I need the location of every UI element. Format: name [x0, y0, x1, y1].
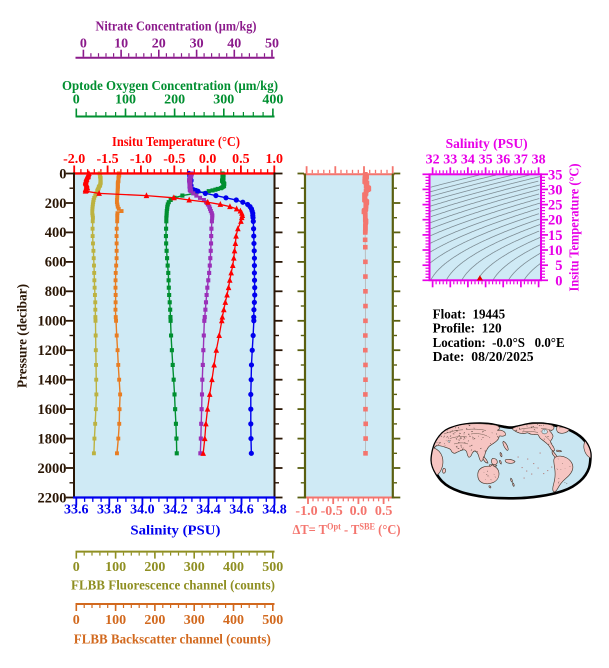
svg-text:-1.5: -1.5	[97, 152, 119, 167]
svg-text:-1.0: -1.0	[130, 152, 152, 167]
svg-text:Pressure (decibar): Pressure (decibar)	[16, 284, 31, 388]
svg-text:30: 30	[190, 37, 204, 52]
svg-text:1000: 1000	[38, 314, 67, 330]
svg-text:38: 38	[532, 153, 546, 168]
svg-text:100: 100	[105, 613, 126, 628]
svg-text:34.0: 34.0	[130, 503, 155, 518]
svg-text:0: 0	[59, 166, 66, 182]
svg-text:36: 36	[496, 153, 510, 168]
svg-text:1200: 1200	[38, 343, 67, 359]
svg-text:25: 25	[548, 198, 563, 214]
svg-text:33.6: 33.6	[64, 503, 89, 518]
svg-text:400: 400	[223, 613, 244, 628]
svg-text:2200: 2200	[38, 490, 67, 506]
svg-text:800: 800	[45, 284, 67, 300]
svg-text:Nitrate Concentration (µm/kg): Nitrate Concentration (µm/kg)	[96, 19, 257, 34]
svg-text:0.0: 0.0	[350, 504, 368, 519]
svg-text:5: 5	[555, 258, 562, 274]
svg-text:1800: 1800	[38, 431, 67, 447]
svg-text:100: 100	[115, 93, 136, 108]
svg-text:500: 500	[262, 613, 283, 628]
svg-text:10: 10	[114, 37, 128, 52]
svg-text:ΔT= TOpt - TSBE (°C): ΔT= TOpt - TSBE (°C)	[293, 522, 401, 538]
svg-text:0: 0	[73, 560, 80, 575]
svg-text:33: 33	[443, 153, 457, 168]
svg-text:300: 300	[184, 560, 205, 575]
svg-text:100: 100	[105, 560, 126, 575]
svg-text:0.5: 0.5	[232, 152, 250, 167]
svg-text:FLBB Backscatter channel (coun: FLBB Backscatter channel (counts)	[74, 631, 271, 646]
svg-text:-1.0: -1.0	[295, 504, 317, 519]
svg-text:34.6: 34.6	[229, 503, 254, 518]
svg-text:34.8: 34.8	[262, 503, 287, 518]
svg-text:Insitu Temperature (°C): Insitu Temperature (°C)	[567, 164, 582, 292]
svg-text:Location: -0.0°S 0.0°E: Location: -0.0°S 0.0°E	[433, 336, 565, 351]
svg-text:300: 300	[213, 93, 234, 108]
svg-text:200: 200	[144, 560, 165, 575]
svg-text:Insitu Temperature (°C): Insitu Temperature (°C)	[112, 134, 240, 149]
svg-text:200: 200	[144, 613, 165, 628]
svg-text:Salinity (PSU): Salinity (PSU)	[130, 523, 220, 538]
svg-text:0.5: 0.5	[375, 504, 393, 519]
svg-text:10: 10	[548, 243, 563, 259]
svg-text:1.0: 1.0	[266, 152, 284, 167]
svg-text:200: 200	[164, 93, 185, 108]
svg-text:32: 32	[426, 153, 440, 168]
svg-text:34: 34	[461, 153, 475, 168]
svg-text:0.0: 0.0	[199, 152, 217, 167]
svg-text:40: 40	[227, 37, 241, 52]
svg-text:0: 0	[73, 613, 80, 628]
svg-text:0: 0	[73, 93, 80, 108]
svg-text:1400: 1400	[38, 373, 67, 389]
svg-text:400: 400	[45, 225, 67, 241]
svg-text:35: 35	[479, 153, 493, 168]
svg-text:500: 500	[262, 560, 283, 575]
svg-text:Profile: 120: Profile: 120	[433, 322, 502, 337]
svg-text:-2.0: -2.0	[63, 152, 85, 167]
svg-text:30: 30	[548, 182, 563, 198]
svg-text:20: 20	[548, 213, 563, 229]
svg-text:33.8: 33.8	[97, 503, 122, 518]
svg-text:20: 20	[152, 37, 166, 52]
svg-text:Float: 19445: Float: 19445	[433, 308, 506, 323]
svg-text:300: 300	[184, 613, 205, 628]
svg-text:1600: 1600	[38, 402, 67, 418]
svg-text:200: 200	[45, 196, 67, 212]
svg-text:50: 50	[265, 37, 279, 52]
svg-text:-0.5: -0.5	[321, 504, 343, 519]
svg-text:FLBB Fluorescence channel (cou: FLBB Fluorescence channel (counts)	[71, 577, 275, 592]
svg-text:34.2: 34.2	[163, 503, 188, 518]
svg-text:0: 0	[80, 37, 87, 52]
svg-text:15: 15	[548, 228, 563, 244]
svg-text:2000: 2000	[38, 461, 67, 477]
svg-text:600: 600	[45, 255, 67, 271]
svg-text:Date: 08/20/2025: Date: 08/20/2025	[433, 350, 534, 365]
svg-text:0: 0	[555, 273, 562, 289]
svg-text:400: 400	[262, 93, 283, 108]
svg-text:Optode Oxygen Concentration (µ: Optode Oxygen Concentration (µm/kg)	[62, 78, 278, 93]
svg-text:34.4: 34.4	[196, 503, 221, 518]
svg-text:400: 400	[223, 560, 244, 575]
svg-text:35: 35	[548, 167, 563, 183]
svg-text:-0.5: -0.5	[163, 152, 185, 167]
svg-text:Salinity (PSU): Salinity (PSU)	[446, 136, 528, 151]
svg-text:37: 37	[514, 153, 528, 168]
